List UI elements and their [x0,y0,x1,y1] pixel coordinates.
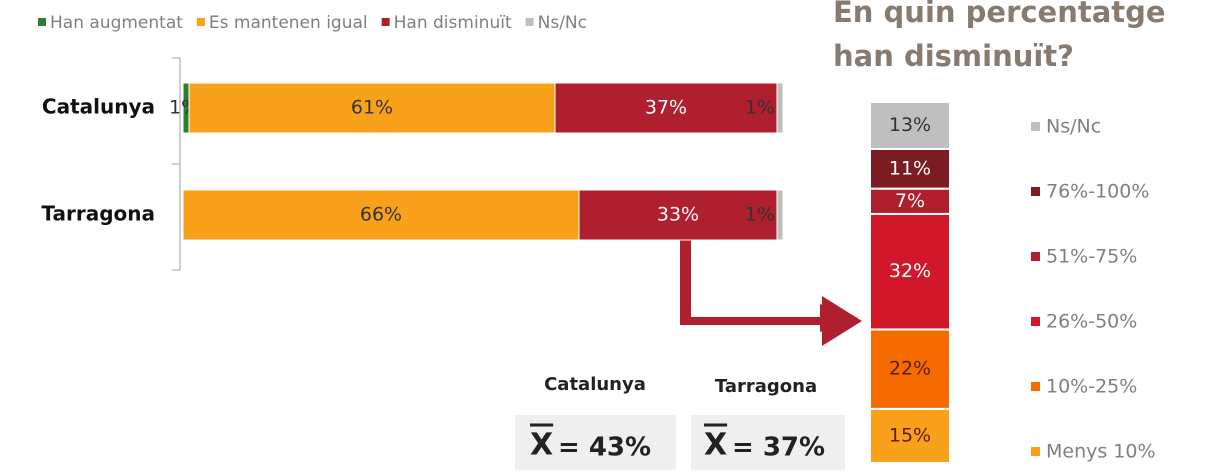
mean-symbol: X [530,428,553,463]
mean-region: Catalunya [544,374,646,395]
legend-swatch [1031,187,1040,196]
category-label: Catalunya [42,95,155,119]
mean-value: = 37% [732,433,825,463]
chart-title: En quin percentatge [833,0,1166,29]
column-segment [869,101,951,150]
legend-label: 51%-75% [1046,246,1137,268]
legend-label: Han disminuït [394,13,512,33]
legend-swatch [381,18,390,26]
column-segment [869,328,951,410]
value-label: 32% [889,260,931,282]
value-label: 22% [889,358,931,380]
value-label: 13% [889,114,931,136]
mean-symbol: X [704,428,727,463]
value-label: 61% [351,97,393,119]
category-label: Tarragona [41,202,155,226]
mean-box [515,415,676,470]
legend-label: Han augmentat [50,13,183,33]
value-label: 11% [889,157,931,179]
legend-swatch [1031,252,1040,261]
column-segment [869,407,951,465]
legend-label: 26%-50% [1046,311,1137,333]
legend-swatch [196,18,205,26]
mean-box [691,415,845,470]
bar-segment [182,189,580,241]
legend-label: 10%-25% [1046,376,1137,398]
value-label: 33% [657,204,699,226]
arrow [680,240,825,325]
value-label: 1% [745,204,775,226]
column-segment [869,147,951,190]
value-label: 37% [645,97,687,119]
column-segment [869,187,951,215]
legend-swatch [525,18,534,26]
legend-swatch [1031,317,1040,326]
legend-swatch [1031,382,1040,391]
legend-label: Es mantenen igual [209,13,368,33]
value-label: 7% [895,190,925,212]
mean-region: Tarragona [715,376,817,397]
legend-swatch [1031,447,1040,456]
value-label: 15% [889,424,931,446]
value-label: 66% [360,204,402,226]
arrow-head [822,296,862,346]
legend-swatch [1031,122,1040,131]
legend-swatch [38,18,46,26]
column-segment [869,212,951,331]
bar-segment [776,189,784,241]
value-label: 1% [745,97,775,119]
legend-label: Ns/Nc [1046,116,1101,138]
chart-title: han disminuït? [833,39,1074,73]
legend-label: Ns/Nc [538,13,587,33]
axis-bracket [172,57,181,271]
legend-label: 76%-100% [1046,181,1149,203]
legend-label: Menys 10% [1046,441,1156,463]
mean-value: = 43% [558,433,651,463]
bar-segment [776,82,784,134]
